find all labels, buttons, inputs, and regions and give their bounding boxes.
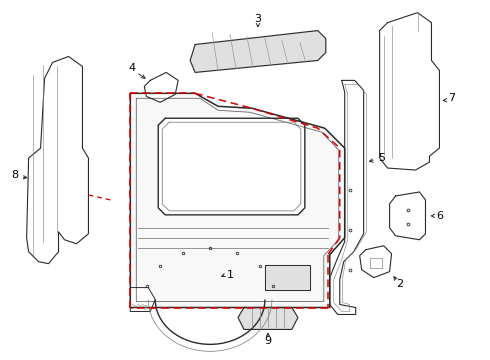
Text: 3: 3 [254, 14, 262, 24]
Text: 7: 7 [448, 93, 455, 103]
Polygon shape [238, 307, 298, 329]
Polygon shape [265, 265, 310, 289]
Polygon shape [360, 246, 392, 278]
Polygon shape [158, 118, 305, 215]
Polygon shape [190, 31, 326, 72]
Polygon shape [130, 93, 345, 307]
Text: 8: 8 [11, 170, 18, 180]
Polygon shape [390, 192, 425, 240]
Polygon shape [130, 288, 155, 311]
Text: 1: 1 [226, 270, 234, 280]
Polygon shape [144, 72, 178, 102]
Text: 2: 2 [396, 279, 403, 289]
Text: 5: 5 [378, 153, 385, 163]
Polygon shape [26, 57, 89, 264]
Text: 6: 6 [436, 211, 443, 221]
Polygon shape [330, 80, 364, 315]
Polygon shape [380, 13, 440, 170]
Text: 9: 9 [265, 336, 271, 346]
Text: 4: 4 [129, 63, 136, 73]
